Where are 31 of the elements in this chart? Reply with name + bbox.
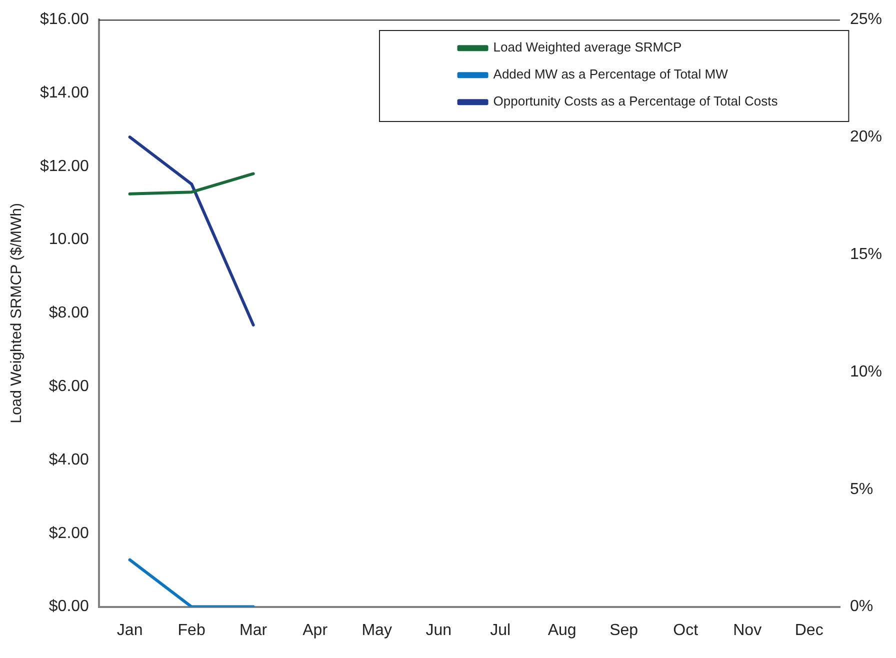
y2-tick-label: 15% [850,246,882,263]
x-tick-label: Apr [302,622,328,639]
y-tick-label: 10.00 [48,231,90,248]
y-axis-title: Load Weighted SRMCP ($/MWh) [8,203,26,424]
x-tick-label: Jun [426,622,452,639]
x-tick-label: Mar [240,622,268,639]
y-tick-label: $6.00 [48,378,90,396]
y-tick-label: $8.00 [48,304,90,322]
y2-tick-label: 25% [850,11,882,28]
x-tick-label: Jul [490,622,511,639]
x-tick-label: May [362,622,392,639]
x-tick-label: Aug [548,622,576,639]
y-tick-label: $0.00 [48,598,90,616]
legend-label: Opportunity Costs as a Percentage of Total Costs [493,94,778,109]
legend-label: Added MW as a Percentage of Total MW [493,66,729,82]
y2-tick-label: 5% [850,480,874,498]
y-tick-label: $4.00 [48,451,90,468]
x-tick-label: Dec [794,622,824,639]
y-tick-label: $16.00 [40,11,90,28]
y2-tick-label: 10% [850,363,882,380]
x-tick-label: Oct [673,622,699,639]
legend-label: Load Weighted average SRMCP [493,40,682,55]
x-tick-label: Jan [116,622,143,639]
y2-tick-label: 0% [850,598,874,616]
y2-tick-label: 20% [850,128,882,146]
x-tick-label: Feb [178,622,206,639]
y-tick-label: $2.00 [48,524,90,542]
x-tick-label: Nov [733,622,762,639]
y-tick-label: $12.00 [40,158,90,175]
y-tick-label: $14.00 [40,84,90,102]
x-tick-label: Sep [610,622,638,639]
